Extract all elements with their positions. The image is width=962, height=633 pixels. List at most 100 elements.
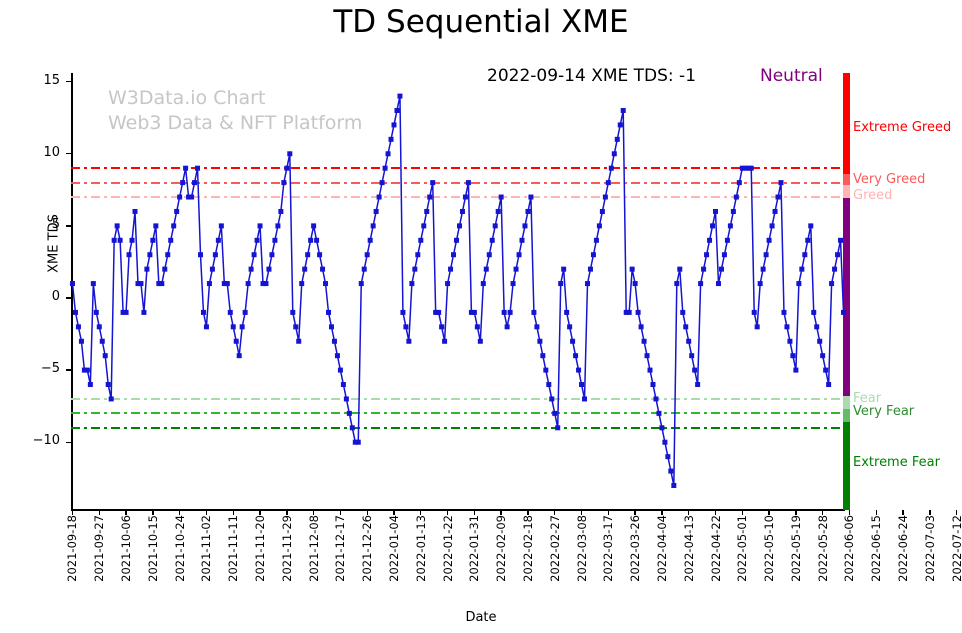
x-tick-mark <box>527 510 529 515</box>
sentiment-band-extreme-greed <box>843 73 850 174</box>
tds-data-point <box>141 309 147 315</box>
x-tick-mark <box>286 510 288 515</box>
tds-data-point <box>442 338 448 344</box>
tds-data-point <box>465 180 471 186</box>
tds-data-point <box>93 309 99 315</box>
tds-data-point <box>102 353 108 359</box>
tds-data-point <box>486 252 492 258</box>
tds-data-point <box>611 151 617 157</box>
tds-data-point <box>808 223 814 229</box>
x-tick-mark <box>688 510 690 515</box>
tds-data-point <box>439 324 445 330</box>
tds-data-point <box>206 281 212 287</box>
tds-data-point <box>224 281 230 287</box>
tds-data-point <box>826 382 832 388</box>
tds-data-point <box>138 281 144 287</box>
tds-data-point <box>456 223 462 229</box>
sentiment-label-very-greed: Very Greed <box>853 172 926 188</box>
tds-data-point <box>114 223 120 229</box>
tds-data-point <box>198 252 203 258</box>
tds-data-point <box>221 281 227 287</box>
tds-data-point <box>573 353 579 359</box>
tds-data-point <box>212 252 218 258</box>
tds-data-point <box>689 353 695 359</box>
tds-data-point <box>671 482 677 488</box>
y-tick-label: 10 <box>43 144 60 160</box>
x-tick-mark <box>71 510 74 515</box>
tds-data-point <box>436 309 442 315</box>
tds-data-point <box>251 252 257 258</box>
tds-data-point <box>605 180 611 186</box>
tds-data-point <box>126 252 132 258</box>
tds-data-point <box>799 266 805 272</box>
tds-data-point <box>400 309 406 315</box>
tds-data-point <box>180 180 186 186</box>
tds-data-point <box>528 194 534 200</box>
tds-data-point <box>653 396 659 402</box>
y-tick-label: 0 <box>51 288 60 304</box>
tds-data-point <box>284 165 290 171</box>
x-tick-mark <box>848 510 851 515</box>
x-tick-mark <box>420 510 422 515</box>
tds-data-point <box>587 266 593 272</box>
tds-data-point <box>754 324 760 330</box>
x-tick-mark <box>473 510 476 515</box>
tds-data-point <box>326 309 331 315</box>
tds-data-point <box>582 396 588 402</box>
tds-data-point <box>793 367 799 373</box>
tds-data-point <box>713 208 718 214</box>
tds-data-point <box>269 252 275 258</box>
y-tick-mark <box>66 80 71 83</box>
x-tick-mark <box>366 510 368 515</box>
tds-data-point <box>483 266 489 272</box>
tds-data-point <box>147 252 153 258</box>
tds-data-point <box>471 309 477 315</box>
tds-data-point <box>358 281 364 287</box>
sentiment-band-extreme-fear <box>843 422 850 510</box>
tds-data-point <box>281 180 287 186</box>
tds-data-point <box>766 237 772 243</box>
tds-data-point <box>683 324 689 330</box>
tds-data-point <box>373 208 379 214</box>
x-tick-mark <box>955 510 958 515</box>
tds-data-point <box>323 281 329 287</box>
tds-data-point <box>394 108 400 113</box>
watermark: W3Data.io Chart Web3 Data & NFT Platform <box>108 86 362 136</box>
tds-data-point <box>266 266 272 272</box>
tds-data-point <box>352 439 358 445</box>
tds-data-point <box>412 266 418 272</box>
tds-data-point <box>576 367 582 373</box>
tds-data-point <box>614 136 620 142</box>
tds-data-point <box>659 425 665 431</box>
tds-data-point <box>701 266 707 272</box>
tds-data-point <box>415 252 421 258</box>
tds-data-point <box>364 252 370 258</box>
x-tick-mark <box>714 510 717 515</box>
tds-data-point <box>567 324 573 330</box>
tds-data-point <box>632 281 638 287</box>
tds-data-point <box>769 223 775 229</box>
tds-data-point <box>334 353 340 359</box>
sentiment-state-annotation: Neutral <box>760 66 823 86</box>
tds-data-point <box>150 237 156 243</box>
y-tick-label: 5 <box>51 216 60 232</box>
tds-data-point <box>710 223 716 229</box>
tds-data-point <box>305 252 311 258</box>
tds-data-point <box>730 208 736 214</box>
sentiment-label-very-fear: Very Fear <box>853 404 915 420</box>
tds-data-point <box>552 410 558 416</box>
tds-data-point <box>596 223 602 229</box>
x-tick-mark <box>875 510 877 515</box>
tds-data-point <box>448 266 454 272</box>
tds-data-point <box>590 252 596 258</box>
chart-title: TD Sequential XME <box>333 4 629 40</box>
tds-data-point <box>513 266 519 272</box>
sentiment-band-very-greed <box>843 173 850 186</box>
tds-data-point <box>715 281 721 287</box>
tds-data-point <box>370 223 376 229</box>
tds-data-point <box>105 382 111 388</box>
tds-data-point <box>620 108 626 113</box>
tds-data-point <box>189 194 195 200</box>
x-tick-mark <box>259 510 261 515</box>
